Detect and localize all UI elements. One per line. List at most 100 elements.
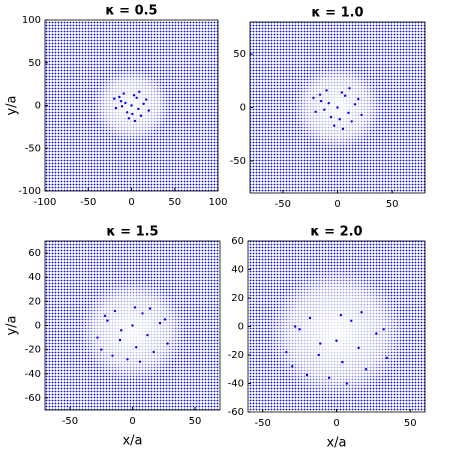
y-tick-label: 60	[28, 248, 41, 259]
point	[327, 102, 330, 105]
point	[319, 342, 322, 345]
point	[319, 99, 323, 103]
point	[118, 95, 121, 99]
point	[145, 98, 148, 101]
x-tick-label: -100	[34, 197, 57, 208]
point	[125, 111, 129, 114]
y-tick-label: 100	[22, 15, 41, 26]
point	[336, 106, 339, 109]
point	[166, 342, 169, 345]
point	[147, 109, 150, 112]
point	[122, 92, 125, 95]
point	[348, 87, 351, 90]
panel-title: κ = 0.5	[105, 4, 157, 19]
point	[318, 93, 322, 96]
panel-title: κ = 2.0	[310, 225, 362, 240]
point	[158, 321, 162, 325]
y-tick-label: -50	[230, 156, 246, 167]
x-tick-label: 50	[404, 418, 417, 429]
x-tick-label: -50	[62, 416, 78, 427]
x-tick-label: -50	[275, 199, 291, 210]
point	[314, 110, 317, 113]
point	[341, 127, 345, 131]
x-tick-label: 0	[334, 199, 340, 210]
y-tick-label: 50	[233, 49, 246, 60]
x-tick-label: 0	[333, 418, 339, 429]
point	[333, 124, 336, 127]
point	[137, 107, 140, 111]
point	[120, 329, 123, 332]
y-tick-label: -40	[25, 369, 41, 380]
point	[323, 108, 326, 111]
point	[325, 89, 328, 92]
depletion-zone	[80, 280, 185, 381]
point	[353, 103, 357, 106]
point	[298, 328, 301, 331]
point	[308, 316, 312, 320]
point	[138, 360, 142, 363]
y-tick-label: 20	[231, 293, 244, 304]
x-tick-label: 100	[208, 197, 227, 208]
point	[111, 354, 114, 357]
point	[135, 96, 138, 100]
x-tick-label: -50	[80, 197, 96, 208]
x-tick-label: 0	[129, 416, 135, 427]
point	[305, 373, 309, 377]
point	[141, 312, 144, 315]
point	[124, 101, 127, 105]
point	[375, 332, 378, 335]
point	[138, 90, 141, 94]
point	[291, 365, 294, 368]
point	[341, 360, 344, 364]
point	[382, 328, 385, 331]
y-tick-label: 0	[238, 322, 244, 333]
point	[118, 338, 122, 342]
point	[103, 314, 107, 318]
point	[113, 97, 116, 100]
y-axis-label: y/a	[5, 315, 20, 335]
point	[340, 91, 344, 94]
point	[335, 339, 338, 342]
point	[131, 324, 134, 327]
point	[139, 114, 143, 117]
point	[163, 318, 167, 321]
y-axis-label: y/a	[5, 95, 20, 115]
y-tick-label: -20	[228, 350, 244, 361]
point	[294, 325, 297, 328]
y-tick-label: 0	[35, 101, 41, 112]
y-tick-label: 50	[28, 58, 41, 69]
point	[285, 350, 288, 354]
point	[343, 94, 347, 97]
point	[345, 382, 349, 385]
point	[133, 306, 137, 309]
y-tick-label: 20	[28, 296, 41, 307]
y-tick-label: -50	[25, 143, 41, 154]
panel-title: κ = 1.5	[106, 225, 158, 240]
y-tick-label: 60	[231, 236, 244, 247]
point	[120, 105, 124, 108]
point	[133, 119, 137, 123]
point	[327, 376, 331, 379]
y-tick-label: 40	[28, 272, 41, 283]
panel-title: κ = 1.0	[311, 6, 363, 21]
y-tick-label: 0	[35, 321, 41, 332]
point	[350, 319, 353, 322]
point	[350, 120, 353, 123]
point	[360, 311, 363, 314]
point	[312, 96, 315, 100]
point	[329, 115, 333, 119]
x-axis-label: x/a	[326, 436, 346, 451]
y-tick-label: -60	[25, 393, 41, 404]
point	[113, 309, 117, 313]
x-tick-label: 50	[168, 197, 181, 208]
point	[357, 97, 360, 101]
point	[317, 353, 320, 357]
point	[126, 358, 129, 361]
y-tick-label: 0	[240, 103, 246, 114]
point	[148, 307, 152, 310]
point	[135, 346, 138, 349]
point	[142, 102, 145, 105]
point	[100, 348, 103, 351]
point	[385, 356, 388, 360]
